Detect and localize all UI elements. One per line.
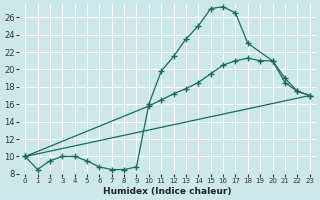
- X-axis label: Humidex (Indice chaleur): Humidex (Indice chaleur): [103, 187, 232, 196]
